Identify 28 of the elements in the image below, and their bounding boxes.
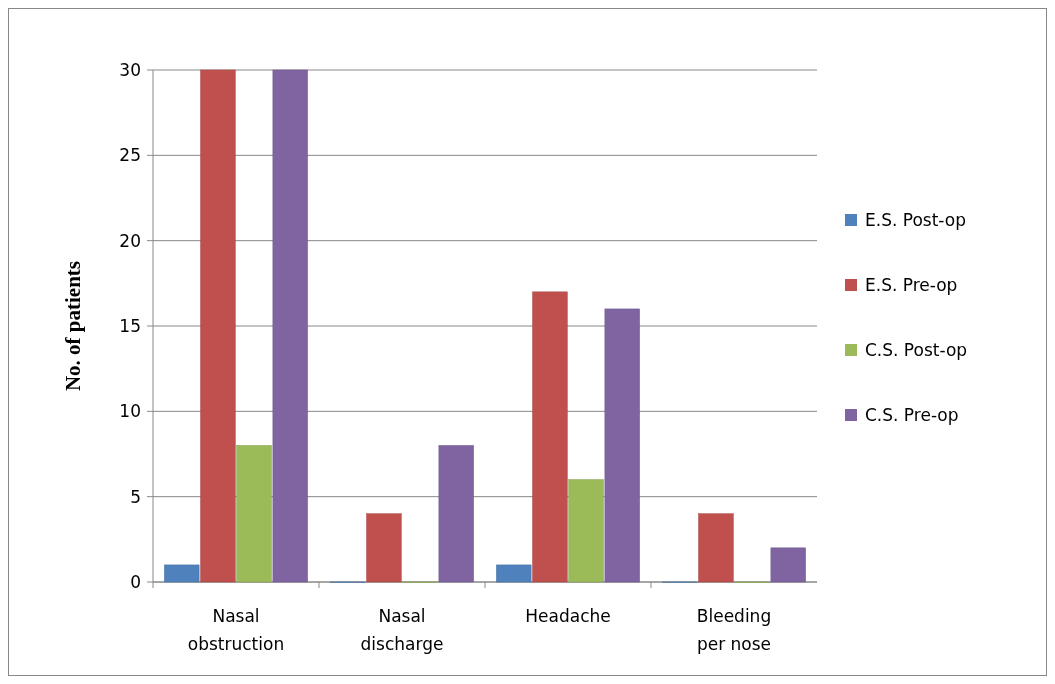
legend-label: C.S. Post-op [865, 339, 968, 360]
y-tick-label: 20 [119, 230, 141, 251]
y-tick-label: 0 [130, 571, 141, 592]
y-tick-label: 5 [130, 486, 141, 507]
legend-label: E.S. Post-op [865, 209, 966, 230]
x-tick-label: Nasal discharge [360, 606, 444, 654]
x-tick-label: Bleeding per nose [696, 606, 772, 654]
x-tick-label: Headache [525, 606, 611, 626]
y-tick-label: 25 [119, 145, 141, 166]
bar [770, 547, 806, 583]
y-tick-label: 30 [119, 59, 141, 80]
y-axis-title: No. of patients [61, 260, 85, 392]
bar [272, 69, 308, 583]
bar [532, 291, 568, 583]
y-tick-label: 15 [119, 315, 141, 336]
bar [438, 445, 474, 583]
legend-label: C.S. Pre-op [865, 404, 959, 425]
bar [236, 445, 272, 583]
legend-label: E.S. Pre-op [865, 274, 958, 295]
bar [200, 69, 236, 583]
bar [698, 513, 734, 583]
bar [568, 479, 604, 583]
y-tick-label: 10 [119, 401, 141, 422]
bar [604, 308, 640, 583]
x-tick-label: Nasal obstruction [187, 606, 285, 654]
bar [164, 564, 200, 583]
bar [496, 564, 532, 583]
bar [366, 513, 402, 583]
